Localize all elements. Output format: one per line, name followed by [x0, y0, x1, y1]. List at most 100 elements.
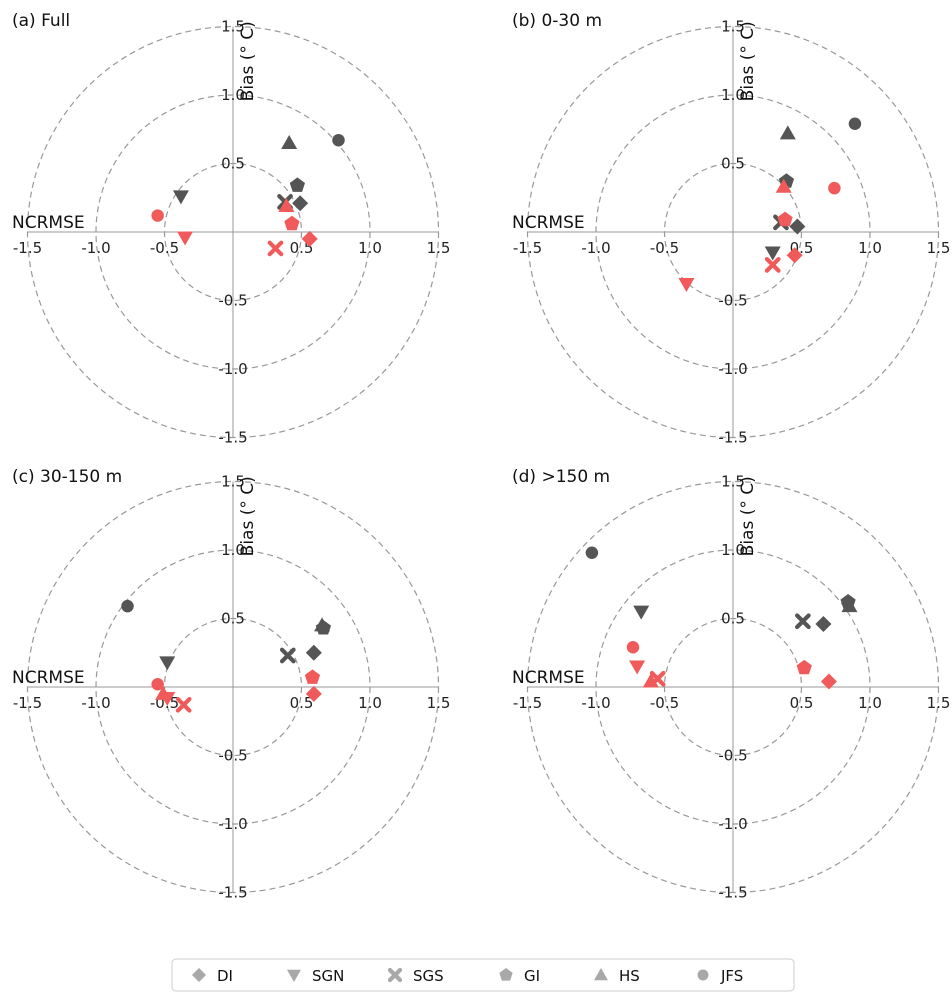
data-point-jfs-dark [585, 546, 599, 559]
panel-title: (c) 30-150 m [12, 467, 122, 487]
x-tick-label: 1.0 [358, 694, 382, 712]
y-tick-label: 1.0 [721, 541, 745, 559]
data-point-jfs-red [626, 641, 640, 654]
x-stroke [387, 967, 403, 983]
data-point-sgs-red [764, 257, 781, 273]
data-point-gi-dark [289, 177, 305, 192]
legend-marker-diamond-icon [192, 968, 206, 982]
data-point-jfs-dark [848, 117, 862, 131]
x-tick-label: -1.0 [81, 694, 110, 712]
y-tick-label: 1.5 [721, 473, 745, 491]
legend-label: DI [217, 967, 233, 985]
x-stroke [267, 240, 284, 257]
x-tick-label: 1.5 [427, 239, 451, 257]
data-point-jfs-red [828, 181, 841, 195]
y-tick-label: -1.5 [218, 429, 247, 447]
x-tick-label: 0.5 [790, 694, 814, 712]
data-point-di-dark [292, 195, 309, 212]
legend-item-hs: HS [594, 967, 640, 985]
data-point-di-red [786, 247, 803, 264]
y-axis-title: Bias (° C) [238, 21, 258, 101]
y-tick-label: 0.5 [221, 155, 245, 173]
x-tick-label: 1.5 [927, 694, 951, 712]
legend-item-sgn: SGN [287, 967, 344, 985]
data-point-jfs-red [151, 678, 164, 691]
data-point-hs-red [155, 685, 172, 700]
x-axis-title: NCRMSE [512, 213, 585, 233]
y-tick-label: 0.5 [221, 610, 245, 628]
legend-marker-circle-icon [697, 969, 709, 981]
legend-marker-triangle-up-icon [594, 968, 608, 981]
y-tick-label: -1.0 [718, 360, 747, 378]
x-stroke [764, 257, 781, 273]
x-tick-label: -0.5 [650, 694, 679, 712]
y-tick-label: 1.0 [721, 86, 745, 104]
x-axis-title: NCRMSE [12, 668, 85, 688]
legend-item-gi: GI [499, 967, 540, 985]
y-tick-label: -1.5 [718, 884, 747, 902]
x-tick-label: -1.0 [581, 694, 610, 712]
data-point-hs-red [642, 673, 659, 688]
y-tick-label: 1.5 [721, 18, 745, 36]
legend-label: GI [524, 967, 540, 985]
x-tick-label: 0.5 [290, 694, 314, 712]
x-tick-label: 1.0 [358, 239, 382, 257]
y-tick-label: -0.5 [218, 747, 247, 765]
legend-box [171, 958, 795, 992]
y-tick-label: 0.5 [721, 155, 745, 173]
data-point-gi-red [796, 659, 812, 675]
legend-marker-x-icon [387, 967, 403, 983]
legend-label: SGN [312, 967, 344, 985]
data-point-gi-red [304, 669, 321, 684]
data-point-di-dark [305, 644, 322, 661]
data-point-sgs-dark [795, 613, 811, 630]
x-stroke [279, 647, 296, 664]
x-stroke [795, 613, 811, 630]
x-axis-title: NCRMSE [12, 213, 85, 233]
data-point-jfs-dark [332, 133, 345, 147]
y-tick-label: -1.0 [218, 815, 247, 833]
x-tick-label: 1.5 [427, 694, 451, 712]
panel-title: (a) Full [12, 11, 70, 31]
legend-marker-pentagon-icon [499, 968, 513, 981]
data-point-sgn-red [678, 278, 695, 293]
x-tick-label: -1.5 [513, 239, 542, 257]
y-tick-label: 1.0 [221, 541, 245, 559]
y-axis-title: Bias (° C) [738, 476, 758, 556]
data-point-sgn-red [177, 231, 194, 246]
chart-panel-2: -1.5 -1.0 -0.5 0.5 1.0 1.51.51.00.5-0.5-1.0-1… [512, 11, 950, 447]
x-tick-label: 1.0 [858, 694, 882, 712]
data-point-gi-red [284, 215, 300, 231]
y-axis-title: Bias (° C) [238, 476, 258, 556]
data-point-di-red [305, 685, 322, 702]
y-tick-label: -1.0 [718, 815, 747, 833]
legend-marker-triangle-down-icon [287, 969, 301, 982]
x-axis-title: NCRMSE [512, 668, 585, 688]
data-point-hs-dark [281, 134, 298, 149]
data-point-sgn-dark [764, 246, 781, 261]
y-tick-label: -1.5 [718, 429, 747, 447]
x-stroke [175, 696, 192, 713]
data-point-di-red [301, 230, 318, 247]
data-point-sgs-red [175, 696, 192, 713]
x-tick-label: -1.5 [513, 694, 542, 712]
x-tick-label: -1.0 [81, 239, 110, 257]
chart-panel-1: -1.5 -1.0 -0.5 0.5 1.0 1.51.51.00.5-0.5-1.0-1… [12, 11, 450, 447]
data-point-di-red [820, 673, 837, 690]
data-point-sgn-red [629, 660, 646, 675]
data-point-jfs-dark [121, 599, 134, 613]
data-point-di-dark [815, 615, 832, 632]
chart-panel-4: -1.5 -1.0 -0.5 0.5 1.0 1.5 1.5 1.0 0.5 -0.5 -1.0 -1… [512, 467, 950, 902]
legend-label: JFS [720, 967, 743, 985]
y-axis-title: Bias (° C) [738, 21, 758, 101]
data-point-hs-dark [779, 125, 796, 140]
panel-title: (b) 0-30 m [512, 11, 602, 31]
data-point-di-dark [789, 218, 806, 235]
data-point-sgn-dark [633, 605, 650, 620]
x-tick-label: -1.5 [13, 694, 42, 712]
x-tick-label: 1.5 [927, 239, 951, 257]
data-point-hs-red [775, 178, 792, 193]
x-tick-label: -1.0 [581, 239, 610, 257]
legend-label: HS [619, 967, 640, 985]
